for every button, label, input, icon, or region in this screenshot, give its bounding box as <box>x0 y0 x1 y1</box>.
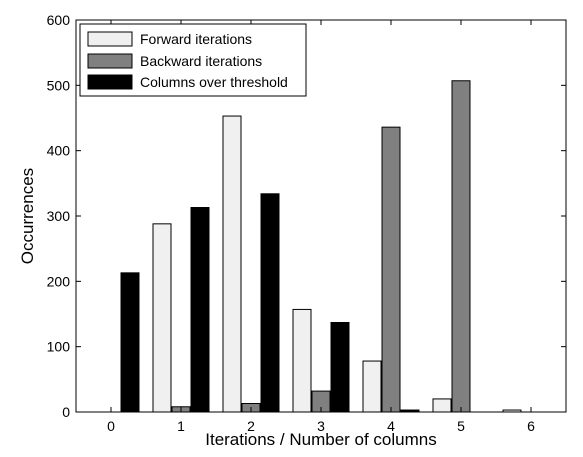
x-tick-label: 5 <box>457 418 465 434</box>
bars-layer <box>120 80 522 413</box>
bar-series2-cat2 <box>260 193 280 413</box>
legend-label-columns: Columns over threshold <box>140 74 288 90</box>
legend-label-forward: Forward iterations <box>140 31 252 47</box>
y-tick-label: 400 <box>47 143 71 159</box>
y-tick-label: 300 <box>47 208 71 224</box>
x-tick-label: 3 <box>317 418 325 434</box>
x-tick-label: 1 <box>177 418 185 434</box>
bar-series0-cat4 <box>362 360 382 413</box>
bar-series1-cat4 <box>381 126 401 413</box>
x-tick-label: 2 <box>247 418 255 434</box>
legend-swatch-backward <box>87 53 133 69</box>
legend-swatch-columns <box>87 74 133 90</box>
x-axis-label: Iterations / Number of columns <box>205 430 436 449</box>
ticks-layer: 0 100 200 300 400 500 600 0 1 2 3 4 5 6 <box>47 12 566 434</box>
y-tick-label: 600 <box>47 12 71 28</box>
bar-series0-cat1 <box>152 223 172 413</box>
legend: Forward iterations Backward iterations C… <box>79 23 307 97</box>
bar-series0-cat2 <box>222 115 242 413</box>
bar-series2-cat0 <box>120 272 140 413</box>
x-tick-label: 4 <box>387 418 395 434</box>
x-tick-label: 6 <box>527 418 535 434</box>
y-tick-label: 200 <box>47 273 71 289</box>
y-tick-label: 500 <box>47 77 71 93</box>
bar-series1-cat5 <box>451 80 471 413</box>
y-tick-label: 0 <box>62 404 70 420</box>
bar-series2-cat1 <box>190 207 210 413</box>
legend-swatch-forward <box>87 31 133 47</box>
x-tick-label: 0 <box>107 418 115 434</box>
y-tick-label: 100 <box>47 339 71 355</box>
bar-series0-cat5 <box>432 398 452 413</box>
bar-series2-cat3 <box>330 321 350 413</box>
bar-series0-cat3 <box>292 308 312 413</box>
y-axis-label: Occurrences <box>18 168 37 264</box>
legend-label-backward: Backward iterations <box>140 53 262 69</box>
